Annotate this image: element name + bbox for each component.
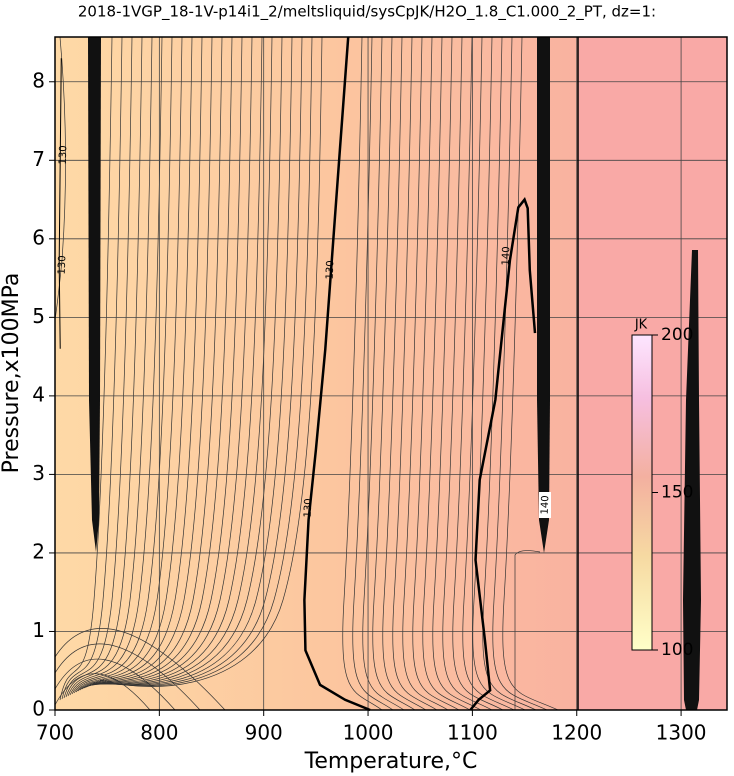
thin-contour	[87, 36, 253, 687]
x-tick-label: 1000	[343, 721, 394, 745]
contour-line	[303, 36, 371, 712]
x-tick-label: 1300	[656, 721, 707, 745]
x-tick-label: 800	[140, 721, 178, 745]
labeled-contours: 130 130 140 140 130 130	[57, 36, 552, 712]
thin-contour	[83, 36, 233, 689]
x-tick-label: 900	[245, 721, 283, 745]
contour-line	[469, 197, 537, 711]
x-tick-label: 1100	[447, 721, 498, 745]
thin-contour	[54, 643, 201, 711]
thin-contour	[362, 36, 405, 711]
y-tick-label: 0	[32, 697, 45, 721]
y-axis-label: Pressure,x100MPa	[0, 273, 24, 474]
thin-contour	[342, 36, 383, 711]
chart-title: 2018-1VGP_18-1V-p14i1_2/meltsliquid/sysC…	[78, 3, 656, 22]
y-tick-label: 8	[32, 68, 45, 92]
contour-label-bg	[539, 492, 551, 518]
thin-contour	[372, 36, 416, 711]
contour-label: 140	[501, 246, 513, 265]
contour-label: 140	[540, 495, 552, 514]
y-tick-label: 1	[32, 618, 45, 642]
colorbar-tick-label: 100	[661, 640, 693, 660]
thin-contour	[93, 36, 283, 685]
thin-contour	[99, 36, 313, 687]
contour-label: 130	[57, 255, 69, 274]
thin-contour	[514, 550, 541, 710]
y-tick-label: 2	[32, 539, 45, 563]
plot-frame	[54, 36, 728, 711]
plot-background	[55, 37, 578, 710]
colorbar-label: JK	[634, 318, 648, 333]
x-axis-label: Temperature,°C	[304, 749, 478, 774]
thin-contour	[77, 36, 203, 692]
dense-contours	[88, 37, 701, 710]
x-tick-label: 700	[36, 721, 74, 745]
thin-contour	[422, 36, 471, 711]
x-tick-label: 1200	[551, 721, 602, 745]
contour-label: 130	[58, 145, 70, 164]
grid	[49, 37, 727, 716]
thin-contour	[54, 658, 176, 711]
thin-contour	[61, 36, 123, 700]
thin-contour	[382, 36, 427, 711]
contour-label: 130	[325, 260, 337, 279]
thin-contour	[59, 36, 113, 701]
thin-contour	[67, 36, 153, 697]
y-tick-label: 7	[32, 147, 45, 171]
thin-contour	[63, 36, 133, 699]
colorbar-tick-label: 200	[661, 325, 693, 345]
thin-contour	[462, 36, 515, 711]
y-tick-label: 3	[32, 461, 45, 485]
thin-contour	[81, 36, 223, 690]
thin-contour	[482, 36, 537, 711]
thin-contour	[412, 36, 460, 711]
y-tick-label: 5	[32, 304, 45, 328]
thin-contour	[71, 36, 173, 695]
thin-contour	[492, 36, 548, 711]
thin-contour	[54, 36, 66, 321]
thin-contour	[69, 36, 163, 696]
thin-contour	[75, 36, 193, 693]
contour-label: 130	[303, 498, 315, 517]
thin-contour	[97, 36, 303, 686]
thin-contour	[452, 36, 504, 711]
thin-contour	[442, 36, 493, 711]
dense-band	[88, 37, 101, 552]
contour-line	[58, 58, 62, 349]
thin-contour	[54, 673, 151, 711]
thin-contour	[392, 36, 438, 711]
colorbar-scale	[631, 334, 653, 651]
thin-contour	[432, 36, 482, 711]
y-tick-label: 4	[32, 382, 45, 406]
thin-contour	[89, 36, 263, 686]
contour-lines	[54, 36, 559, 711]
y-tick-label: 6	[32, 225, 45, 249]
colorbar-tick-label: 150	[661, 483, 693, 503]
dense-band	[683, 250, 701, 710]
thin-contour	[101, 36, 323, 687]
thin-contour	[65, 36, 143, 698]
colorbar: JK 100 150 200	[631, 318, 693, 660]
thin-contour	[95, 36, 293, 686]
thin-contour	[85, 36, 243, 688]
dense-band	[537, 37, 550, 553]
thin-contour	[402, 36, 449, 711]
thin-contour	[79, 36, 213, 691]
